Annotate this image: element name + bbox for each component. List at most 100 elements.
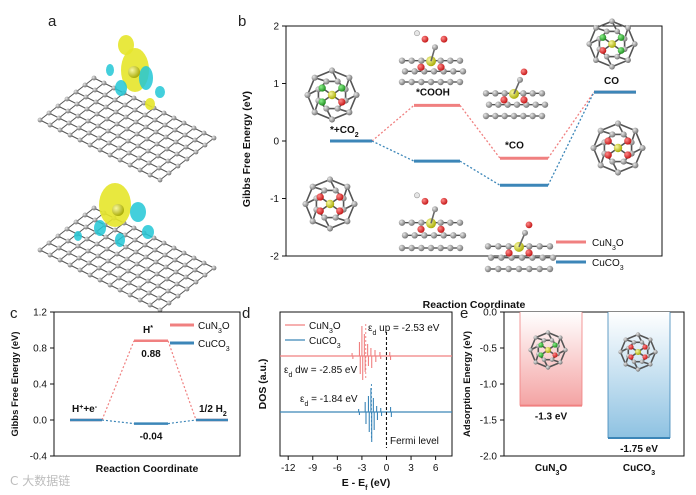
carbon-atom <box>484 243 492 250</box>
carbon-atom <box>614 120 622 127</box>
carbon-atom <box>326 225 334 232</box>
bond <box>600 122 619 132</box>
carbon-atom <box>146 160 152 166</box>
carbon-atom <box>609 18 615 25</box>
legend-label-cuco3: CuCO3 <box>309 336 341 350</box>
carbon-atom <box>304 91 311 99</box>
carbon-atom <box>520 90 527 97</box>
density-lobe <box>142 225 154 239</box>
carbon-atom <box>526 265 533 273</box>
carbon-atom <box>211 265 217 271</box>
carbon-atom <box>101 80 107 86</box>
carbon-atom <box>517 76 523 83</box>
carbon-atom <box>191 255 197 261</box>
connector-CuCO3-1 <box>459 160 501 186</box>
carbon-atom <box>91 205 97 211</box>
bond <box>625 333 639 341</box>
carbon-atom <box>202 272 208 278</box>
charge-density-lobes-top <box>106 35 165 110</box>
bond <box>592 147 602 166</box>
carbon-atom <box>309 218 316 225</box>
structure-cuco3-ads <box>618 332 658 372</box>
heteroatom <box>642 354 648 360</box>
carbon-atom <box>546 265 554 273</box>
carbon-atom <box>135 143 141 149</box>
carbon-atom <box>639 144 646 152</box>
carbon-atom <box>76 125 82 131</box>
carbon-atom <box>73 89 79 95</box>
y-tick-label: 2 <box>273 22 279 33</box>
carbon-atom <box>161 240 167 246</box>
carbon-atom <box>116 145 122 151</box>
y-tick-label: 0.0 <box>33 416 47 427</box>
carbon-atom <box>202 142 208 148</box>
panel-label-a: a <box>48 13 57 30</box>
carbon-atom <box>184 156 190 162</box>
carbon-atom <box>166 170 172 176</box>
y-tick-label: -1 <box>270 194 279 205</box>
carbon-atom <box>37 247 43 253</box>
carbon-atom <box>137 297 143 303</box>
bond <box>617 122 636 132</box>
carbon-atom <box>632 127 639 134</box>
carbon-atom <box>143 124 149 130</box>
heteroatom <box>628 344 634 350</box>
carbon-atom <box>132 107 138 113</box>
carbon-atom <box>321 214 328 221</box>
carbon-atom <box>103 104 109 110</box>
carbon-atom <box>97 147 103 153</box>
oxygen-atom <box>520 68 528 76</box>
carbon-atom <box>85 118 91 124</box>
carbon-atom <box>586 41 593 47</box>
carbon-atom <box>533 335 538 340</box>
carbon-atom <box>145 278 151 284</box>
charge-density-lobes-bottom <box>74 183 154 247</box>
structure-cun3o-co <box>482 68 549 120</box>
bond <box>634 130 644 149</box>
carbon-atom <box>334 105 341 112</box>
carbon-atom <box>505 243 512 250</box>
connector-CuCO3-0 <box>101 419 135 425</box>
carbon-atom <box>115 133 121 139</box>
density-lobe <box>106 64 114 76</box>
heteroatom <box>604 151 612 159</box>
carbon-atom <box>541 338 547 343</box>
oxygen-atom <box>437 63 445 71</box>
carbon-atom <box>65 238 71 244</box>
carbon-atom <box>124 126 130 132</box>
carbon-atom <box>67 132 73 138</box>
annotation-dband-up: εd up = -2.53 eV <box>368 323 440 337</box>
carbon-atom <box>165 288 171 294</box>
y-tick-label: -2 <box>270 252 279 263</box>
carbon-atom <box>142 112 148 118</box>
carbon-atom <box>125 138 131 144</box>
carbon-atom <box>64 96 70 102</box>
carbon-atom <box>401 232 409 239</box>
x-tick-label: -9 <box>308 463 317 474</box>
density-lobe <box>130 202 146 222</box>
carbon-atom <box>175 293 181 299</box>
carbon-atom <box>137 167 143 173</box>
carbon-atom <box>56 245 62 251</box>
carbon-atom <box>447 244 454 252</box>
y-tick-label: 0.8 <box>33 344 47 355</box>
carbon-atom <box>163 264 169 270</box>
heteroatom <box>338 84 346 92</box>
carbon-atom <box>172 127 178 133</box>
carbon-atom <box>86 260 92 266</box>
carbon-atom <box>173 139 179 145</box>
carbon-atom <box>631 340 637 345</box>
bond <box>312 220 331 230</box>
carbon-atom <box>558 335 563 340</box>
carbon-atom <box>593 25 599 31</box>
bar-CuCO3 <box>608 312 670 438</box>
copper-atom <box>608 40 616 48</box>
carbon-atom <box>482 90 490 97</box>
carbon-atom <box>146 290 152 296</box>
panel-label-c: c <box>10 305 18 322</box>
heteroatom <box>617 34 625 41</box>
carbon-atom <box>505 265 512 273</box>
structure-cuco3-co2 <box>302 176 358 232</box>
oxygen-atom <box>520 96 528 104</box>
bond <box>348 77 358 96</box>
